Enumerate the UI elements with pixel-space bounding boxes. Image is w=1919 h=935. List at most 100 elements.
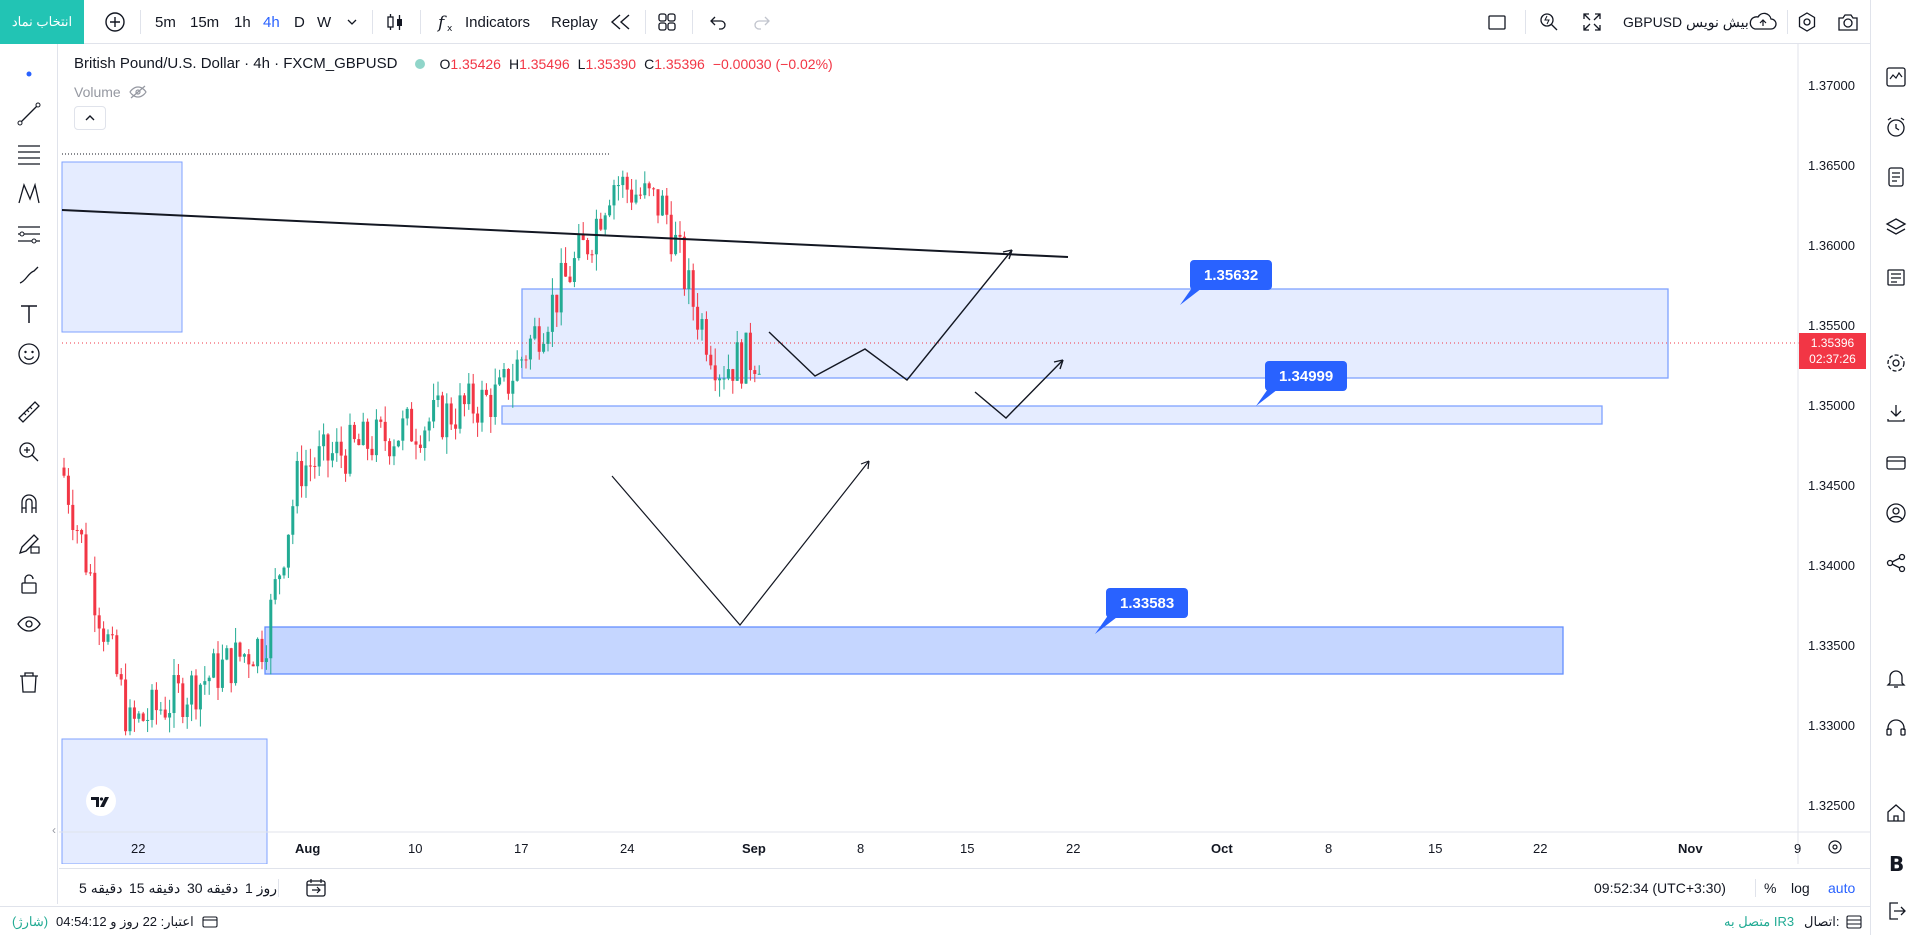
tradingview-logo[interactable] bbox=[86, 786, 116, 816]
volume-indicator-label[interactable]: Volume bbox=[74, 84, 147, 100]
lock-icon[interactable] bbox=[16, 571, 42, 597]
logout-icon[interactable] bbox=[1883, 898, 1909, 924]
home-icon[interactable] bbox=[1883, 800, 1909, 826]
interval-4h[interactable]: 4h bbox=[263, 13, 280, 31]
range-5-minutes[interactable]: 5 دقیقه bbox=[79, 879, 123, 896]
zone-upper[interactable] bbox=[521, 288, 1669, 379]
zone-middle[interactable] bbox=[501, 405, 1603, 425]
symbol-title[interactable]: British Pound/U.S. Dollar · 4h · FXCM_GB… bbox=[74, 55, 398, 72]
candle-body bbox=[115, 635, 119, 675]
notification-bell-icon[interactable] bbox=[1883, 665, 1909, 691]
fib-lines-icon[interactable] bbox=[16, 141, 42, 167]
candle-body bbox=[418, 444, 422, 448]
broker-b-icon[interactable]: B bbox=[1883, 850, 1909, 876]
layout-name[interactable]: GBPUSD بیش نویس bbox=[1623, 13, 1749, 30]
redo-icon[interactable] bbox=[750, 10, 774, 34]
candle-body bbox=[339, 441, 343, 456]
notes-icon[interactable] bbox=[1883, 164, 1909, 190]
level-tag-upper[interactable]: 1.35632 bbox=[1190, 260, 1273, 290]
candle-body bbox=[75, 530, 79, 532]
indicators-button[interactable]: Indicators bbox=[465, 13, 531, 31]
layers-icon[interactable] bbox=[1883, 214, 1909, 240]
trendline-icon[interactable] bbox=[16, 101, 42, 127]
share-icon[interactable] bbox=[1883, 550, 1909, 576]
collapse-legend-button[interactable] bbox=[74, 106, 106, 130]
candle-body bbox=[590, 254, 594, 256]
candle-body bbox=[207, 677, 211, 682]
text-tool-icon[interactable] bbox=[16, 301, 42, 327]
zone-lower[interactable] bbox=[264, 626, 1564, 675]
credit-card-icon[interactable] bbox=[1883, 450, 1909, 476]
replay-rewind-icon[interactable] bbox=[609, 10, 633, 34]
symbol-search-button[interactable]: انتخاب نماد bbox=[0, 0, 84, 44]
trash-icon[interactable] bbox=[16, 669, 42, 695]
zoom-in-icon[interactable] bbox=[16, 439, 42, 465]
axis-settings-gear-icon[interactable] bbox=[1826, 838, 1844, 856]
candle-body bbox=[159, 709, 163, 711]
chevron-down-icon[interactable] bbox=[340, 10, 364, 34]
camera-snapshot-icon[interactable] bbox=[1836, 10, 1860, 34]
price-tick: 1.34000 bbox=[1808, 558, 1855, 573]
quick-search-icon[interactable] bbox=[1537, 10, 1561, 34]
percent-scale-toggle[interactable]: % bbox=[1764, 880, 1777, 896]
emoji-icon[interactable] bbox=[16, 341, 42, 367]
candle-body bbox=[660, 195, 664, 216]
magnet-icon[interactable] bbox=[16, 491, 42, 517]
candle-body bbox=[141, 713, 145, 721]
layouts-grid-icon[interactable] bbox=[655, 10, 679, 34]
interval-d[interactable]: D bbox=[294, 13, 305, 31]
goto-date-icon[interactable] bbox=[305, 869, 327, 907]
supply-zone-left[interactable] bbox=[61, 161, 183, 333]
undo-icon[interactable] bbox=[706, 10, 730, 34]
range-1-day[interactable]: 1 روز bbox=[245, 879, 277, 896]
time-tick: 15 bbox=[1428, 841, 1443, 856]
settings-gear-icon[interactable] bbox=[1795, 10, 1819, 34]
clock-timezone[interactable]: 09:52:34 (UTC+3:30) bbox=[1594, 880, 1726, 896]
fullscreen-square-icon[interactable] bbox=[1485, 10, 1509, 34]
projection-path-upper[interactable] bbox=[768, 249, 1013, 381]
interval-1h[interactable]: 1h bbox=[234, 13, 251, 31]
maximize-icon[interactable] bbox=[1580, 10, 1604, 34]
interval-5m[interactable]: 5m bbox=[155, 13, 176, 31]
watchlist-icon[interactable] bbox=[1883, 64, 1909, 90]
headset-support-icon[interactable] bbox=[1883, 715, 1909, 741]
charge-link[interactable]: (شارژ) bbox=[12, 913, 49, 929]
left-panel-toggle[interactable]: ‹ bbox=[52, 823, 56, 837]
add-symbol-icon[interactable] bbox=[103, 10, 127, 34]
prediction-icon[interactable] bbox=[16, 221, 42, 247]
eye-icon[interactable] bbox=[16, 611, 42, 637]
candle-type-icon[interactable] bbox=[383, 10, 407, 34]
candle-body bbox=[568, 276, 572, 282]
crosshair-dot-icon[interactable] bbox=[16, 61, 42, 87]
svg-text:x: x bbox=[447, 24, 453, 33]
candle-body bbox=[234, 642, 238, 684]
auto-scale-toggle[interactable]: auto bbox=[1828, 880, 1856, 896]
interval-w[interactable]: W bbox=[317, 13, 332, 31]
user-profile-icon[interactable] bbox=[1883, 500, 1909, 526]
cloud-save-icon[interactable] bbox=[1748, 10, 1778, 34]
candle-body bbox=[691, 270, 695, 307]
projection-path-lower[interactable] bbox=[611, 460, 870, 626]
news-icon[interactable] bbox=[1883, 264, 1909, 290]
brush-icon[interactable] bbox=[16, 261, 42, 287]
pencil-lock-icon[interactable] bbox=[16, 531, 42, 557]
ruler-icon[interactable] bbox=[16, 399, 42, 425]
interval-15m[interactable]: 15m bbox=[190, 13, 220, 31]
settings-gear-icon[interactable] bbox=[1883, 350, 1909, 376]
range-30-minutes[interactable]: 30 دقیقه bbox=[187, 879, 239, 896]
range-15-minutes[interactable]: 15 دقیقه bbox=[129, 879, 181, 896]
alarm-clock-icon[interactable] bbox=[1883, 114, 1909, 140]
pattern-icon[interactable] bbox=[16, 181, 42, 207]
replay-button[interactable]: Replay bbox=[551, 13, 598, 31]
trendline[interactable] bbox=[61, 209, 1069, 258]
level-tag-middle[interactable]: 1.34999 bbox=[1265, 361, 1348, 391]
candle-body bbox=[740, 342, 744, 384]
level-tag-lower[interactable]: 1.33583 bbox=[1106, 588, 1189, 618]
download-icon[interactable] bbox=[1883, 400, 1909, 426]
price-tick: 1.33000 bbox=[1808, 718, 1855, 733]
projection-path-middle[interactable] bbox=[974, 359, 1064, 419]
log-scale-toggle[interactable]: log bbox=[1791, 880, 1810, 896]
price-chart[interactable] bbox=[59, 44, 1870, 864]
eye-hidden-icon[interactable] bbox=[129, 85, 147, 99]
